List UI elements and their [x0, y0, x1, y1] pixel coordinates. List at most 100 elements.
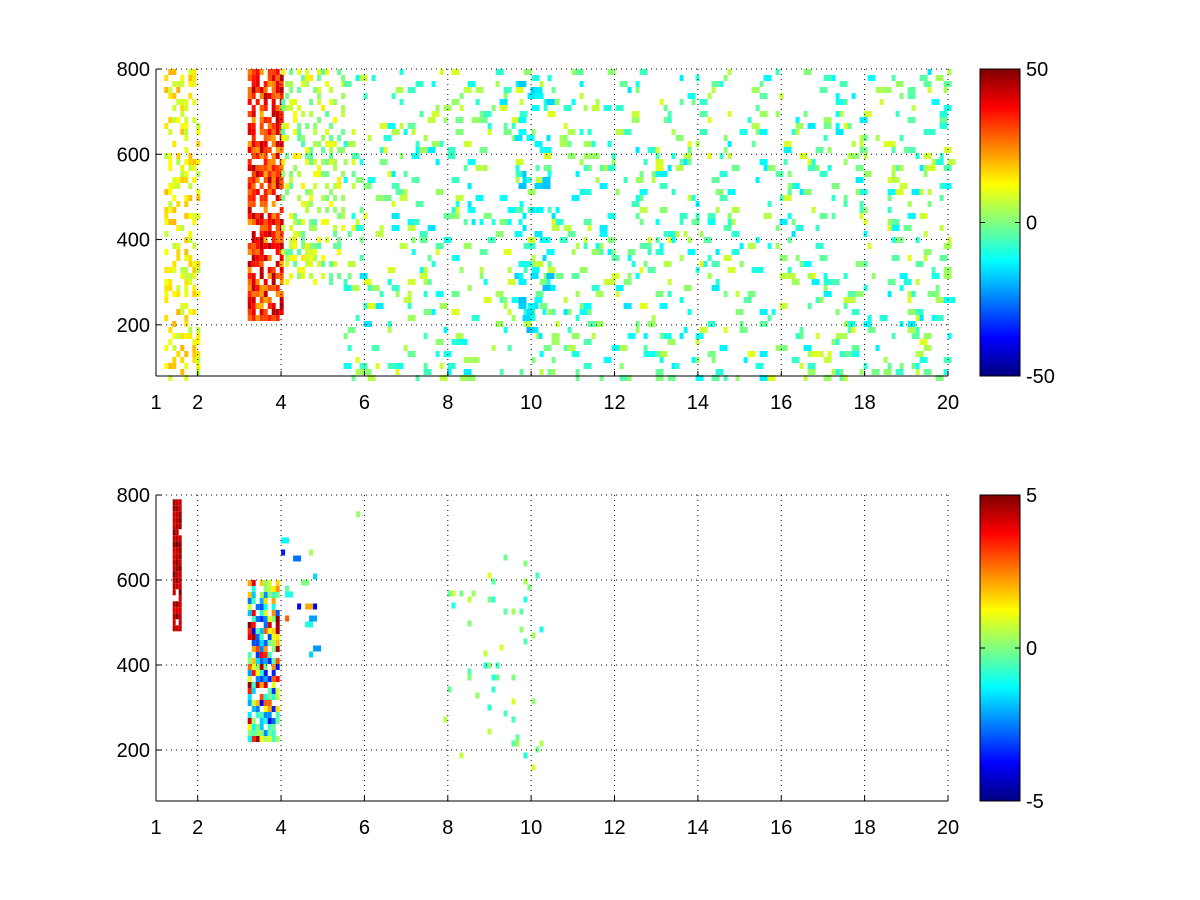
heatmap-cell	[178, 595, 182, 602]
heatmap-cell	[275, 129, 280, 135]
heatmap-cell	[587, 225, 592, 231]
heatmap-cell	[683, 285, 692, 291]
heatmap-cell	[255, 255, 260, 261]
x-tick-label: 2	[192, 392, 203, 414]
heatmap-cell	[271, 724, 276, 730]
heatmap-cell	[819, 255, 828, 261]
heatmap-cell	[192, 243, 197, 249]
heatmap-cell	[531, 261, 536, 267]
heatmap-cell	[479, 273, 484, 279]
heatmap-cell	[491, 686, 496, 693]
heatmap-cell	[523, 309, 528, 315]
heatmap-cell	[823, 357, 832, 363]
heatmap-cell	[271, 105, 276, 111]
heatmap-cell	[251, 658, 256, 664]
heatmap-cell	[293, 99, 298, 105]
heatmap-cell	[279, 291, 284, 297]
heatmap-cell	[251, 706, 256, 712]
heatmap-cell	[555, 207, 560, 213]
heatmap-cell	[180, 309, 185, 315]
heatmap-cell	[563, 225, 572, 231]
heatmap-cell	[531, 764, 536, 771]
heatmap-cell	[172, 589, 176, 596]
heatmap-cell	[491, 105, 496, 111]
heatmap-cell	[172, 207, 177, 213]
heatmap-cell	[439, 303, 448, 309]
heatmap-cell	[164, 291, 169, 297]
heatmap-cell	[192, 285, 197, 291]
heatmap-cell	[899, 273, 908, 279]
heatmap-cell	[891, 177, 900, 183]
heatmap-cell	[175, 583, 179, 590]
heatmap-cell	[515, 87, 524, 93]
heatmap-cell	[255, 628, 260, 634]
heatmap-cell	[887, 225, 892, 231]
heatmap-cell	[423, 135, 428, 141]
heatmap-cell	[168, 165, 173, 171]
x-tick-label: 10	[520, 817, 542, 839]
heatmap-cell	[341, 111, 346, 117]
heatmap-cell	[259, 255, 264, 261]
heatmap-cell	[683, 153, 692, 159]
heatmap-cell	[313, 141, 318, 147]
heatmap-cell	[715, 207, 720, 213]
heatmap-cell	[515, 159, 524, 165]
heatmap-cell	[255, 189, 260, 195]
heatmap-cell	[663, 261, 672, 267]
heatmap-cell	[491, 578, 496, 585]
heatmap-cell	[939, 117, 948, 123]
heatmap-cell	[313, 279, 318, 285]
heatmap-cell	[391, 225, 400, 231]
heatmap-cell	[775, 171, 784, 177]
heatmap-cell	[627, 87, 632, 93]
heatmap-cell	[583, 153, 592, 159]
heatmap-cell	[723, 255, 732, 261]
heatmap-cell	[727, 111, 732, 117]
heatmap-cell	[451, 602, 456, 609]
heatmap-cell	[779, 255, 788, 261]
heatmap-cell	[176, 291, 181, 297]
heatmap-cell	[923, 249, 932, 255]
heatmap-cell	[247, 303, 252, 309]
heatmap-cell	[455, 117, 464, 123]
heatmap-cell	[707, 213, 716, 219]
heatmap-cell	[275, 291, 280, 297]
heatmap-cell	[271, 141, 276, 147]
heatmap-cell	[867, 243, 872, 249]
heatmap-cell	[759, 93, 768, 99]
heatmap-cell	[184, 213, 189, 219]
heatmap-cell	[759, 375, 768, 381]
heatmap-cell	[835, 369, 840, 375]
heatmap-cell	[915, 261, 924, 267]
heatmap-cell	[503, 297, 508, 303]
heatmap-cell	[337, 249, 342, 255]
heatmap-cell	[863, 171, 872, 177]
heatmap-cell	[168, 129, 173, 135]
heatmap-cell	[391, 93, 396, 99]
heatmap-cell	[301, 579, 310, 586]
heatmap-cell	[367, 303, 376, 309]
heatmap-cell	[503, 710, 508, 717]
heatmap-cell	[172, 141, 177, 147]
heatmap-cell	[317, 75, 322, 81]
heatmap-cell	[172, 547, 176, 554]
heatmap-cell	[463, 219, 468, 225]
heatmap-cell	[451, 339, 456, 345]
heatmap-cell	[247, 297, 252, 303]
heatmap-cell	[499, 297, 504, 303]
heatmap-cell	[259, 219, 264, 225]
heatmap-cell	[527, 243, 536, 249]
heatmap-cell	[499, 99, 508, 105]
heatmap-cell	[867, 111, 872, 117]
heatmap-cell	[359, 255, 364, 261]
heatmap-cell	[522, 261, 531, 267]
heatmap-cell	[259, 69, 264, 75]
heatmap-cell	[759, 111, 768, 117]
heatmap-cell	[699, 111, 708, 117]
heatmap-cell	[803, 189, 812, 195]
heatmap-cell	[915, 363, 920, 369]
heatmap-cell	[176, 285, 181, 291]
heatmap-cell	[459, 339, 468, 345]
heatmap-cell	[487, 704, 492, 711]
heatmap-cell	[255, 81, 260, 87]
